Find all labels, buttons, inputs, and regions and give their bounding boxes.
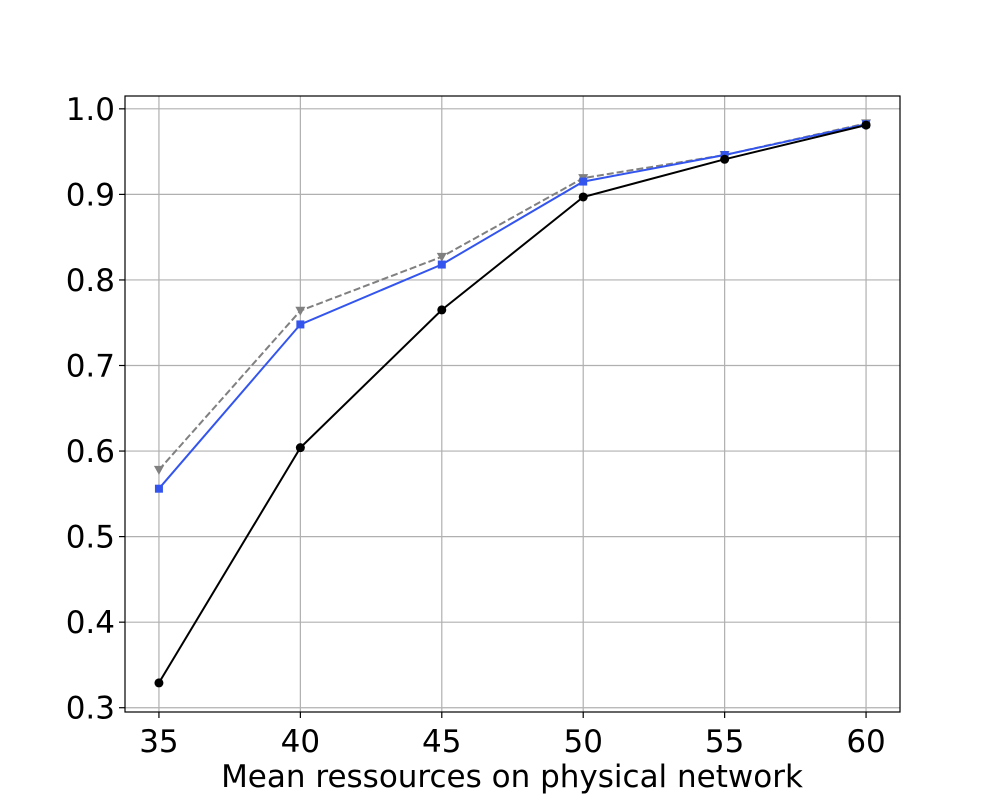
series-black [154,120,871,688]
series-blue [154,120,871,493]
x-tick-label: 35 [139,724,178,760]
x-tick-label: 40 [281,724,320,760]
data-point-black [154,678,164,688]
axis-ticks: 35 40 45 50 55 60 0.3 0.4 0.5 0.6 0.7 0.8 0.9 1.0 [66,92,886,760]
data-point-blue [579,177,588,186]
data-point-gray [295,306,306,316]
y-tick-label: 0.5 [66,520,115,556]
data-point-black [578,192,588,202]
series-line-blue [158,123,867,490]
x-tick-label: 50 [563,724,602,760]
series-line-gray [158,122,867,471]
y-tick-label: 0.9 [66,177,115,213]
x-axis-label: Mean ressources on physical network [221,759,803,795]
x-tick-label: 55 [705,724,744,760]
data-point-black [861,120,871,130]
data-point-blue [437,260,446,269]
data-point-blue [154,484,163,493]
y-tick-label: 0.3 [66,691,115,727]
y-tick-label: 1.0 [66,92,115,128]
y-tick-label: 0.6 [66,434,115,470]
series-gray [153,119,872,475]
series-line-black [158,124,867,684]
data-point-blue [296,320,305,329]
data-point-black [720,154,730,164]
series-layer [153,119,872,688]
data-point-black [437,305,447,315]
x-tick-label: 45 [422,724,461,760]
plot-frame [124,95,901,713]
data-point-black [295,443,305,453]
y-tick-label: 0.4 [66,605,115,641]
grid [125,96,900,712]
x-tick-label: 60 [846,724,885,760]
data-point-gray [436,252,447,262]
y-tick-label: 0.7 [66,349,115,385]
data-point-gray [153,465,164,475]
y-tick-label: 0.8 [66,263,115,299]
